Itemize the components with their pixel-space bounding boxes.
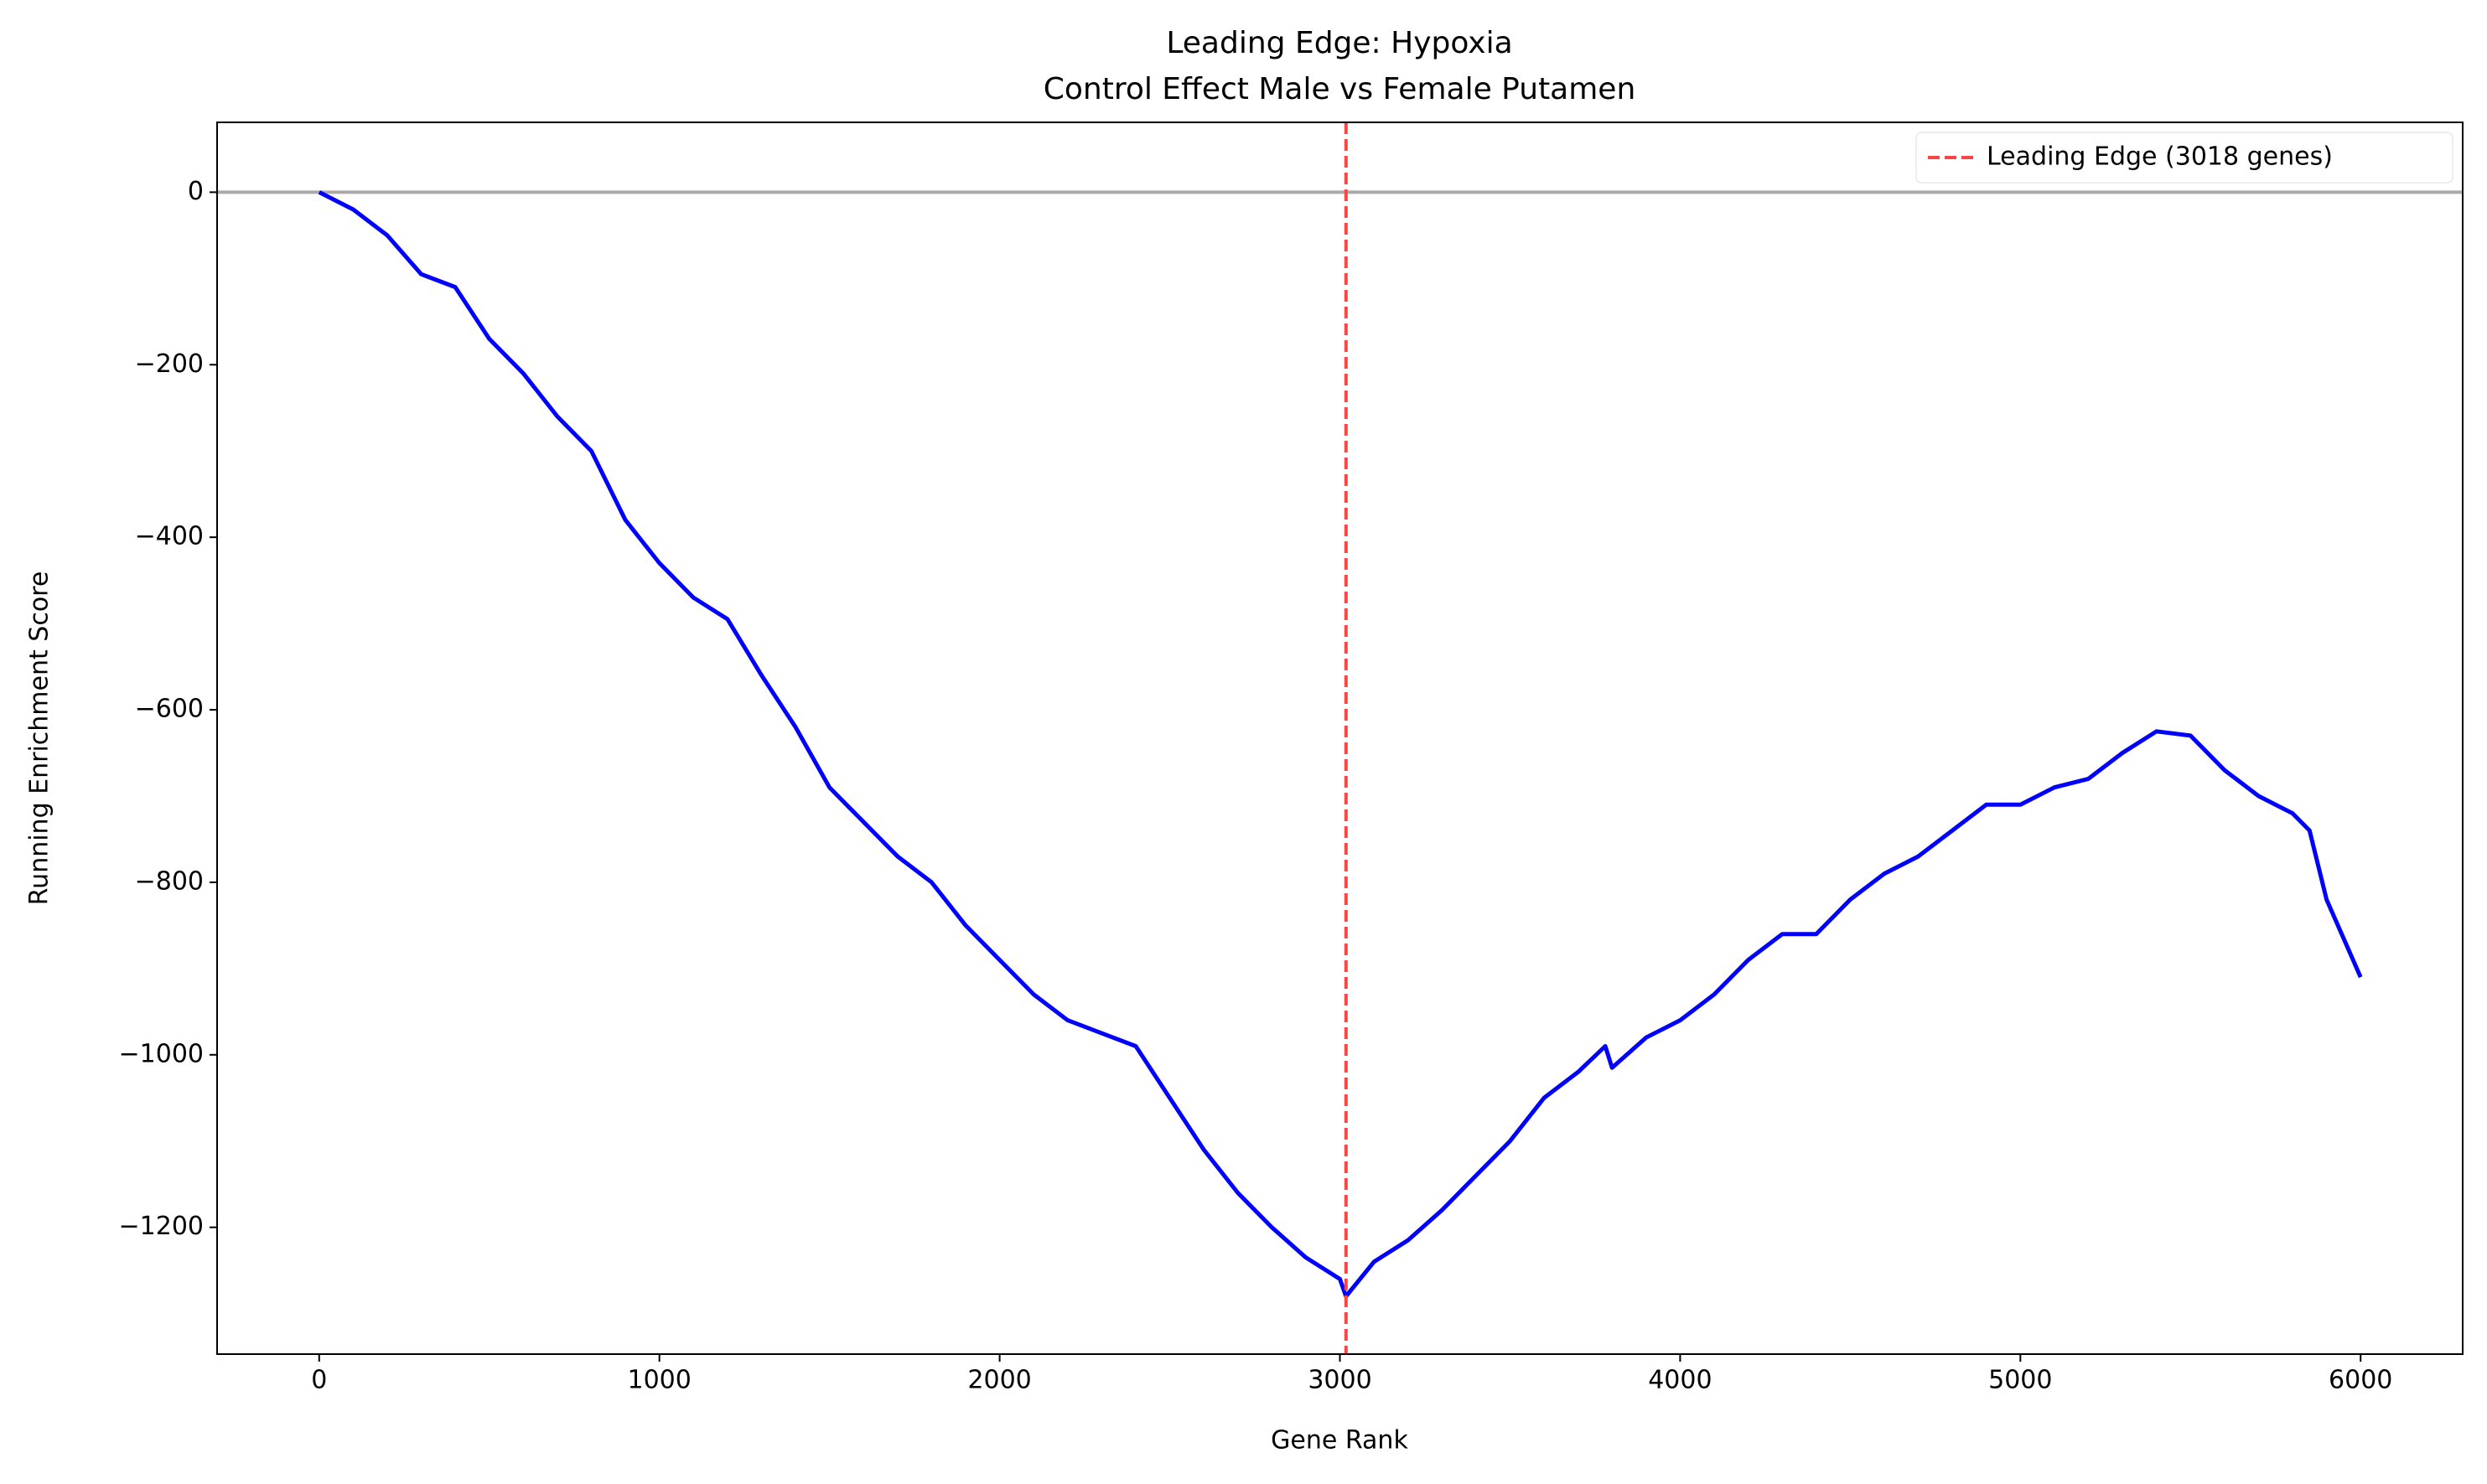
y-axis-label: Running Enrichment Score — [25, 571, 54, 906]
legend-box — [1915, 132, 2453, 184]
x-tick-label: 5000 — [1988, 1366, 2052, 1395]
x-tick-label: 3000 — [1308, 1366, 1371, 1395]
y-tick-label: −600 — [135, 695, 204, 724]
y-tick-label: −400 — [135, 522, 204, 551]
legend-label: Leading Edge (3018 genes) — [1987, 142, 2333, 172]
score-line — [318, 190, 2363, 1299]
x-tick-label: 2000 — [967, 1366, 1031, 1395]
y-tick-label: −1200 — [119, 1212, 204, 1241]
x-axis-label: Gene Rank — [1271, 1426, 1408, 1456]
x-tick-label: 0 — [311, 1366, 327, 1395]
plot-frame — [216, 122, 2464, 1355]
chart-title: Leading Edge: Hypoxia — [1166, 26, 1512, 60]
chart-subtitle: Control Effect Male vs Female Putamen — [1044, 72, 1636, 106]
x-tick-label: 1000 — [628, 1366, 692, 1395]
x-tick-label: 4000 — [1648, 1366, 1712, 1395]
x-tick-label: 6000 — [2329, 1366, 2392, 1395]
y-tick-label: 0 — [188, 177, 204, 206]
y-tick-label: −1000 — [119, 1039, 204, 1068]
y-tick-label: −200 — [135, 349, 204, 379]
y-tick-label: −800 — [135, 866, 204, 896]
